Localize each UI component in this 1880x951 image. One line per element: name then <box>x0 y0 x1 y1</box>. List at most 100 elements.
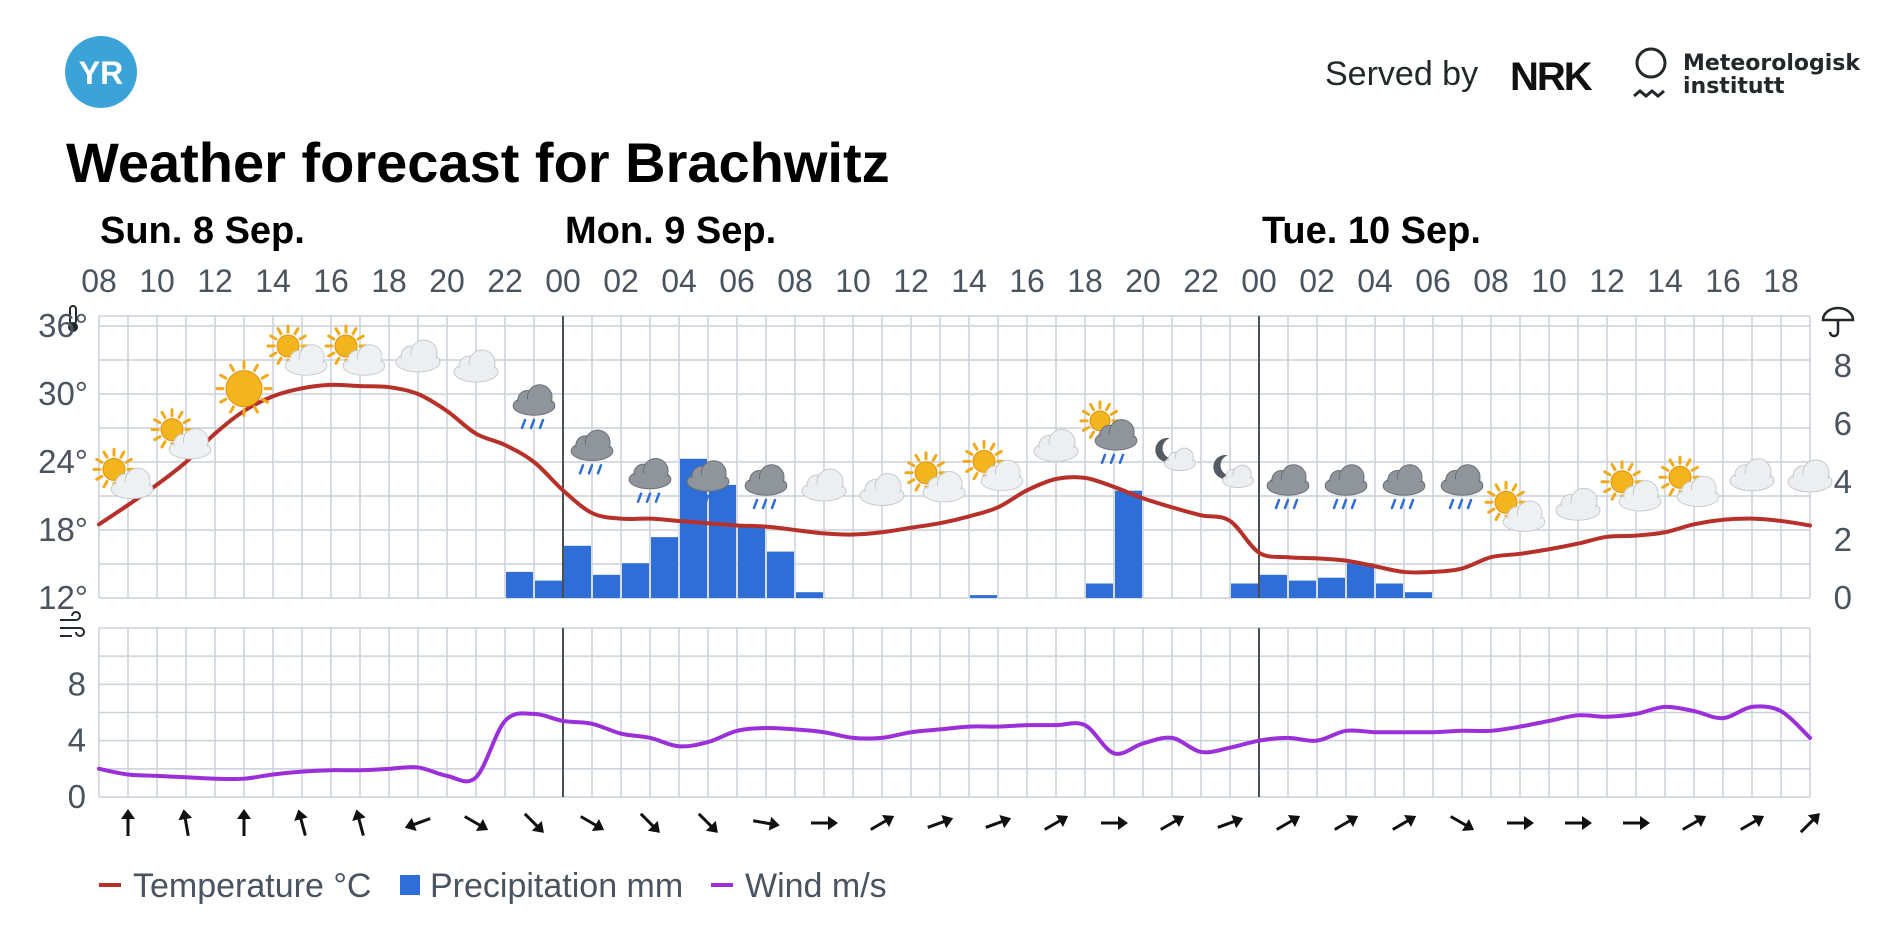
precipitation-bar <box>593 574 620 598</box>
sun-ray <box>351 327 358 336</box>
wind-arrow-head <box>1345 814 1359 828</box>
sun-ray <box>356 334 365 341</box>
weather-symbol-rain <box>1324 464 1368 510</box>
cloud-part <box>1223 475 1253 487</box>
raindrop <box>712 494 719 506</box>
met-logo[interactable]: Meteorologisk institutt <box>1633 47 1861 99</box>
hour-label: 10 <box>1531 263 1567 299</box>
cloud-part <box>1789 474 1831 491</box>
precipitation-bar <box>1231 583 1258 598</box>
cloud-part <box>1557 503 1599 520</box>
cloud-part <box>1035 444 1077 461</box>
wind-arrow-head <box>591 818 605 832</box>
sun-ray <box>1511 483 1518 492</box>
sun-disc <box>1494 490 1518 514</box>
wind-arrow-head <box>1751 814 1765 828</box>
weather-symbol-cloudy <box>1787 459 1833 493</box>
cloud-part <box>924 485 964 501</box>
wind-arrow-icon <box>1449 815 1475 832</box>
cloud-icon <box>1618 480 1662 512</box>
cloud-part <box>344 359 384 375</box>
weather-symbol-partly-sunny <box>324 324 386 376</box>
raindrop <box>1332 498 1339 510</box>
weather-symbol-partly-sunny <box>266 324 328 376</box>
raindrops-icon <box>520 418 545 430</box>
wind-arrow-icon <box>697 812 718 833</box>
wind-grid <box>98 627 1811 798</box>
cloud-icon <box>1787 459 1833 493</box>
cloud-icon <box>1324 464 1368 496</box>
wind-arrow-head <box>1403 814 1417 828</box>
hour-label: 00 <box>1241 263 1277 299</box>
cloud-icon <box>1440 464 1484 496</box>
sun-ray <box>1668 458 1675 467</box>
hour-label: 22 <box>1183 263 1219 299</box>
sun-disc <box>972 449 996 473</box>
hour-label: 20 <box>429 263 465 299</box>
sun-ray <box>989 442 996 451</box>
cloud-icon <box>859 473 905 507</box>
wind-arrow-head <box>1807 813 1820 826</box>
precipitation-bar <box>506 571 533 598</box>
raindrop <box>1390 498 1397 510</box>
wind-arrow-icon <box>121 809 135 836</box>
raindrops-icon <box>1390 498 1415 510</box>
sun-ray <box>1610 492 1617 501</box>
sun-ray <box>253 363 259 372</box>
raindrops-icon <box>1100 453 1125 465</box>
hour-label: 20 <box>1125 263 1161 299</box>
yr-logo[interactable]: YR <box>65 36 137 108</box>
sun-ray <box>276 327 283 336</box>
sun-ray <box>95 457 104 464</box>
raindrop <box>538 418 545 430</box>
sun-ray <box>914 453 921 463</box>
sun-ray <box>219 397 228 404</box>
raindrop <box>1408 498 1415 510</box>
cloud-part <box>455 365 497 381</box>
wind-arrow-head <box>941 815 954 829</box>
met-sun-icon <box>1635 47 1667 79</box>
sun-ray <box>260 373 269 380</box>
hour-label: 16 <box>313 263 349 299</box>
sun-ray <box>293 327 300 336</box>
weather-symbol-cloudy <box>801 468 847 502</box>
cloud-icon <box>686 460 730 492</box>
precipitation-bar <box>535 580 562 598</box>
hour-labels: 08 10 12 14 16 18 20 22 00 02 04 06 08 10 12 14 16 18 20 22… <box>81 263 1799 299</box>
wind-arrow-icon <box>579 815 605 832</box>
sun-ray <box>177 410 184 420</box>
sun-ray <box>1487 490 1496 497</box>
weather-symbol-cloudy <box>859 473 905 507</box>
weather-symbol-partly-sunny <box>150 408 212 460</box>
sun-ray <box>1082 409 1091 416</box>
hour-label: 12 <box>893 263 929 299</box>
sun-ray <box>1487 507 1496 514</box>
precipitation-bar <box>709 484 736 598</box>
cloud-part <box>397 355 439 371</box>
hour-label: 18 <box>1067 263 1103 299</box>
hour-label: 06 <box>719 263 755 299</box>
sun-disc <box>334 334 358 358</box>
cloud-part <box>982 474 1022 490</box>
nrk-logo[interactable]: NRK <box>1508 55 1606 99</box>
wind-arrow-icon <box>294 809 308 836</box>
wind-arrow-head <box>881 814 895 828</box>
sun-ray <box>219 373 228 380</box>
wind-arrow-head <box>531 820 544 833</box>
wind-arrow-icon <box>1333 814 1359 831</box>
precipitation-bar <box>1260 574 1287 598</box>
wind-arrow-icon <box>352 809 366 836</box>
weather-symbol-partly-sunny <box>1484 480 1546 532</box>
wind-arrow-head <box>1231 815 1244 829</box>
precipitation-bar <box>1115 490 1142 598</box>
nrk-logo-bg <box>1508 56 1606 92</box>
temperature-ytick: 18° <box>38 511 88 548</box>
wind-arrow-icon <box>1391 814 1417 831</box>
weather-symbol-partly-sunny <box>1658 455 1720 507</box>
moon-icon <box>1155 437 1176 462</box>
weather-symbol-night-cloudy <box>1213 454 1254 488</box>
hour-label: 02 <box>603 263 639 299</box>
legend-precipitation-swatch <box>400 875 420 895</box>
sun-disc <box>1610 470 1634 494</box>
precipitation-bar <box>1376 583 1403 598</box>
